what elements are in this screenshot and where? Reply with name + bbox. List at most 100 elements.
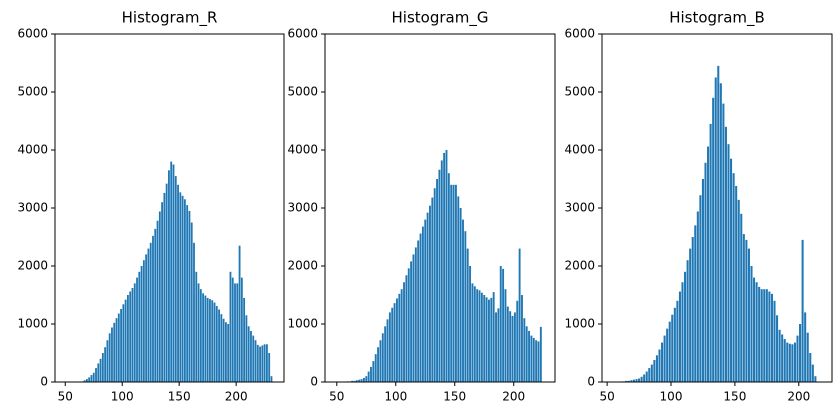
bar bbox=[156, 220, 159, 382]
bar bbox=[407, 268, 410, 382]
bar bbox=[99, 358, 102, 382]
bar bbox=[704, 162, 707, 382]
bar bbox=[355, 380, 358, 382]
bar bbox=[791, 344, 794, 382]
y-tick-label: 1000 bbox=[287, 317, 318, 331]
bar bbox=[506, 306, 509, 382]
bar bbox=[694, 225, 697, 382]
bar bbox=[480, 292, 483, 382]
bar bbox=[648, 368, 651, 382]
bar bbox=[627, 380, 630, 382]
y-tick-label: 4000 bbox=[17, 143, 48, 157]
bar bbox=[440, 160, 443, 382]
bar bbox=[154, 228, 157, 382]
bar bbox=[181, 195, 184, 382]
bar bbox=[433, 188, 436, 382]
x-tick-label: 150 bbox=[723, 390, 746, 404]
bar bbox=[625, 380, 628, 382]
bar bbox=[809, 353, 812, 382]
bar bbox=[438, 169, 441, 382]
bar bbox=[202, 293, 205, 382]
bar bbox=[215, 306, 218, 382]
bar bbox=[490, 297, 493, 382]
bar bbox=[447, 173, 450, 382]
bar bbox=[469, 266, 472, 382]
bar bbox=[145, 254, 148, 382]
bar bbox=[452, 184, 455, 382]
bar bbox=[231, 277, 234, 382]
x-tick-label: 50 bbox=[599, 390, 614, 404]
subplot: Histogram_G 0 1000 2000 3000 4000 5000 6000 50 10… bbox=[287, 9, 556, 404]
bar bbox=[681, 282, 684, 382]
bar bbox=[270, 376, 273, 382]
bar bbox=[776, 315, 779, 382]
x-tick-label: 150 bbox=[443, 390, 466, 404]
bar bbox=[796, 335, 799, 382]
bar bbox=[661, 342, 664, 382]
bar bbox=[400, 289, 403, 382]
bar bbox=[218, 309, 220, 382]
bar bbox=[525, 326, 528, 382]
bar bbox=[429, 205, 431, 382]
bar bbox=[450, 184, 453, 382]
y-tick-label: 1000 bbox=[564, 317, 595, 331]
y-tick-label: 2000 bbox=[287, 259, 318, 273]
bar bbox=[714, 77, 717, 382]
bar bbox=[360, 379, 363, 382]
y-tick-label: 4000 bbox=[564, 143, 595, 157]
bar bbox=[101, 353, 104, 382]
bar bbox=[478, 290, 481, 382]
bar bbox=[238, 245, 241, 382]
bar bbox=[643, 374, 646, 382]
bar bbox=[259, 346, 261, 382]
bar bbox=[351, 380, 354, 382]
bar bbox=[750, 266, 753, 382]
bar bbox=[193, 242, 195, 382]
bar bbox=[209, 299, 211, 382]
y-tick-label: 5000 bbox=[564, 85, 595, 99]
bar bbox=[753, 277, 756, 382]
bar bbox=[516, 300, 519, 382]
bar bbox=[459, 208, 462, 382]
bar bbox=[92, 372, 95, 382]
bar bbox=[530, 335, 533, 382]
bar bbox=[466, 248, 469, 382]
bar bbox=[358, 379, 361, 382]
bar bbox=[745, 239, 748, 382]
bar bbox=[630, 380, 633, 382]
bar bbox=[645, 371, 648, 382]
bar bbox=[133, 283, 136, 382]
y-tick-label: 4000 bbox=[287, 143, 318, 157]
bar bbox=[473, 286, 476, 382]
bar bbox=[676, 300, 679, 382]
bar bbox=[265, 344, 268, 382]
bar bbox=[104, 347, 107, 382]
subplot: Histogram_R 0 1000 2000 3000 4000 5000 6000 50 10… bbox=[17, 9, 285, 404]
bar bbox=[673, 307, 676, 382]
bar bbox=[513, 312, 516, 382]
bar bbox=[398, 293, 401, 382]
bar bbox=[462, 219, 464, 382]
bar bbox=[204, 295, 207, 382]
bar bbox=[261, 345, 264, 382]
bar bbox=[377, 347, 380, 382]
bar bbox=[172, 164, 175, 382]
bar bbox=[737, 199, 740, 382]
bar bbox=[222, 318, 225, 382]
axes-frame bbox=[601, 33, 833, 383]
bar bbox=[90, 375, 93, 382]
bar bbox=[374, 354, 377, 382]
bar bbox=[391, 307, 394, 382]
bar bbox=[443, 152, 446, 382]
bar bbox=[106, 340, 109, 382]
bar bbox=[254, 340, 257, 382]
bar bbox=[120, 308, 122, 382]
y-tick-label: 6000 bbox=[17, 27, 48, 41]
bar bbox=[742, 234, 745, 382]
bar bbox=[136, 277, 138, 382]
bar bbox=[129, 291, 132, 382]
bar bbox=[696, 211, 699, 382]
bar bbox=[678, 291, 681, 382]
bar bbox=[768, 291, 771, 382]
bar bbox=[537, 341, 540, 382]
